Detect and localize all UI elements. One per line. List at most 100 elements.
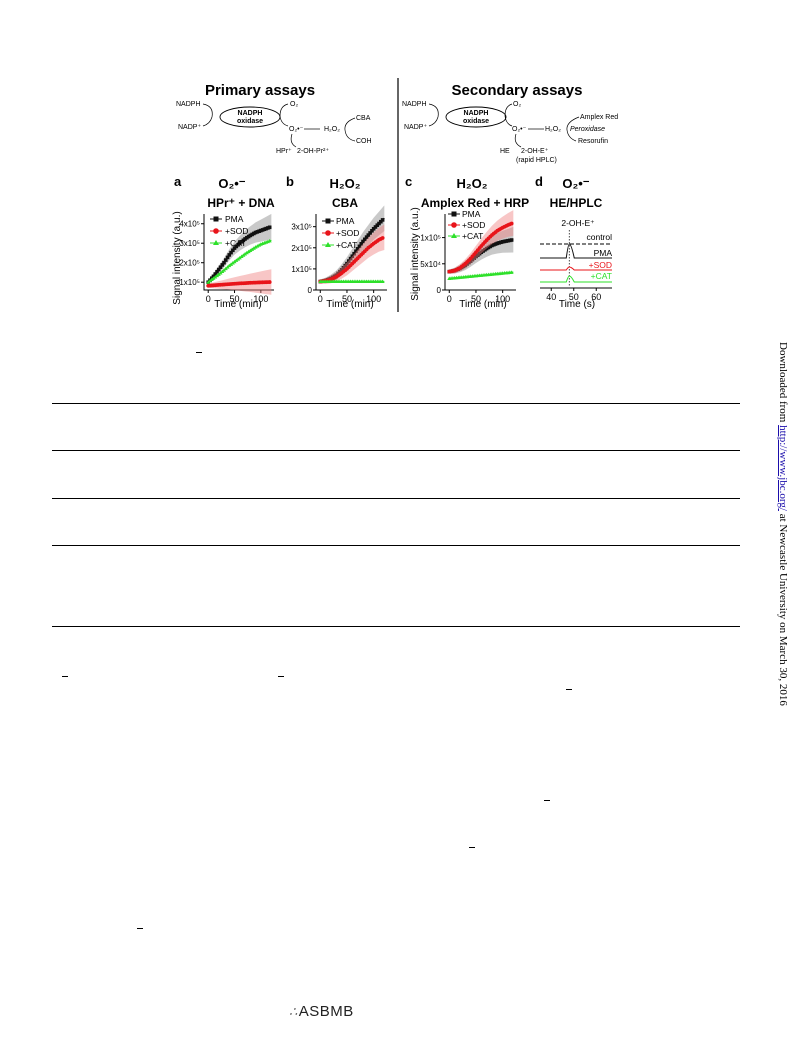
data-point-c — [508, 238, 512, 243]
data-point-a — [239, 254, 244, 259]
scheme2-resorufin: Resorufin — [578, 138, 608, 145]
data-point-c — [475, 253, 480, 257]
secondary-scheme: NADPH NADP⁺ NADPH oxidase O₂ O₂•⁻ H₂O₂ P… — [402, 101, 618, 164]
scheme2-nadph: NADPH — [402, 101, 427, 108]
asbmb-logo-text: ASBMB — [298, 1003, 354, 1020]
enzyme2-label-2: oxidase — [463, 118, 489, 125]
legend-a-cat-marker — [213, 240, 219, 245]
xtick-label-d: 50 — [569, 292, 579, 302]
ytick-label-a: 4x10⁵ — [179, 220, 200, 229]
panel-a-species: O₂•⁻ — [218, 176, 245, 191]
data-point-a — [227, 263, 232, 268]
text-dash-4 — [566, 689, 572, 690]
legend-c-sod: +SOD — [462, 220, 485, 230]
hplc-labels: 2-OH-E⁺ control PMA +SOD +CAT — [561, 218, 612, 281]
panel-b-species: H₂O₂ — [329, 176, 360, 191]
hplc-sod-label: +SOD — [589, 260, 612, 270]
hplc-trace — [540, 275, 612, 283]
data-point-c — [490, 243, 494, 248]
data-point-a — [222, 260, 226, 265]
ytick-label-b: 3x10⁵ — [291, 223, 312, 232]
hplc-control-label: control — [586, 232, 612, 242]
error-band-b — [320, 205, 385, 284]
panel-b-letter: b — [286, 174, 294, 189]
data-point-a — [225, 255, 230, 260]
data-point-c — [468, 259, 473, 263]
primary-assays-heading: Primary assays — [205, 82, 315, 99]
hplc-trace — [540, 243, 612, 259]
scheme2-rapid-hplc: (rapid HPLC) — [516, 157, 557, 164]
data-point-b — [380, 279, 385, 284]
data-point-a — [229, 250, 233, 255]
scheme-arrow-cba — [344, 117, 356, 142]
text-dash-1 — [196, 352, 202, 353]
xtick-label-a: 50 — [230, 294, 240, 304]
data-point-b — [350, 254, 355, 259]
table-rule-1 — [52, 403, 740, 404]
scheme-arrow-nadph — [202, 103, 213, 127]
panel-a-letter: a — [174, 174, 182, 189]
scheme2-peroxidase: Peroxidase — [570, 126, 605, 133]
enzyme-label-2: oxidase — [237, 118, 263, 125]
data-point-c — [500, 239, 505, 244]
data-point-a — [237, 255, 242, 260]
chart-c: 0 5x10⁴ 1x10⁵ 0 50 100 — [420, 210, 516, 304]
data-point-b — [364, 235, 369, 239]
ytick-label-a: 2x10⁵ — [179, 259, 200, 268]
text-dash-6 — [469, 847, 475, 848]
data-point-a — [231, 248, 235, 253]
legend-c-cat: +CAT — [462, 231, 483, 241]
data-point-a — [250, 247, 255, 251]
data-point-a — [227, 253, 232, 257]
ytick-label-b: 1x10⁵ — [291, 265, 312, 274]
scheme-nadp: NADP⁺ — [178, 124, 201, 131]
asbmb-logo-mark-icon: ∴ — [289, 1004, 298, 1019]
data-point-a — [255, 244, 260, 248]
hplc-pma-label: PMA — [594, 248, 613, 258]
panel-d-species: O₂•⁻ — [562, 176, 589, 191]
panel-d-assay: HE/HPLC — [550, 196, 603, 210]
data-point-a — [229, 262, 234, 266]
legend-a-cat: +CAT — [225, 238, 246, 248]
data-point-c — [484, 246, 489, 251]
text-dash-2 — [62, 676, 68, 677]
data-point-b — [380, 218, 385, 222]
asbmb-logo: ∴ASBMB — [289, 1003, 354, 1020]
legend-b-pma: PMA — [336, 216, 355, 226]
data-point-c — [502, 239, 507, 244]
data-point-a — [243, 251, 248, 256]
table-rule-5 — [52, 626, 740, 627]
download-sidebar: Downloaded from http://www.jbc.org/ at N… — [777, 342, 791, 706]
scheme-superoxide: O₂•⁻ — [289, 126, 304, 133]
data-point-b — [371, 226, 376, 231]
data-point-c — [509, 238, 514, 242]
scheme2-arrow-o2 — [504, 103, 513, 127]
data-point-a — [216, 267, 221, 272]
x-axis-label-b: Time (min) — [326, 299, 373, 310]
data-point-a — [267, 225, 272, 230]
data-point-c — [486, 245, 491, 250]
data-point-b — [379, 219, 383, 224]
data-point-b — [373, 225, 378, 229]
y-axis-label-c: Signal intensity (a.u.) — [410, 207, 421, 300]
legend-b-cat-marker — [325, 242, 331, 247]
data-point-a — [253, 245, 258, 249]
xtick-label-a: 0 — [206, 294, 211, 304]
panel-b-assay: CBA — [332, 196, 358, 210]
panel-c-assay: Amplex Red + HRP — [421, 196, 529, 210]
figure: Primary assays Secondary assays NADPH NA… — [172, 78, 618, 312]
legend-a-sod: +SOD — [225, 226, 248, 236]
data-point-b — [346, 259, 351, 263]
panel-c-species: H₂O₂ — [456, 176, 487, 191]
data-point-b — [345, 261, 349, 266]
secondary-assays-heading: Secondary assays — [452, 82, 583, 99]
hplc-cat-label: +CAT — [591, 271, 612, 281]
data-point-a — [257, 243, 262, 247]
legend-b: PMA +SOD +CAT — [322, 216, 359, 250]
data-point-c — [479, 250, 484, 255]
x-axis-label-a: Time (min) — [214, 299, 261, 310]
jbc-link[interactable]: http://www.jbc.org/ — [777, 425, 789, 511]
legend-c-pma-marker — [451, 211, 457, 217]
data-point-b — [354, 249, 358, 253]
xtick-label-c: 0 — [447, 294, 452, 304]
